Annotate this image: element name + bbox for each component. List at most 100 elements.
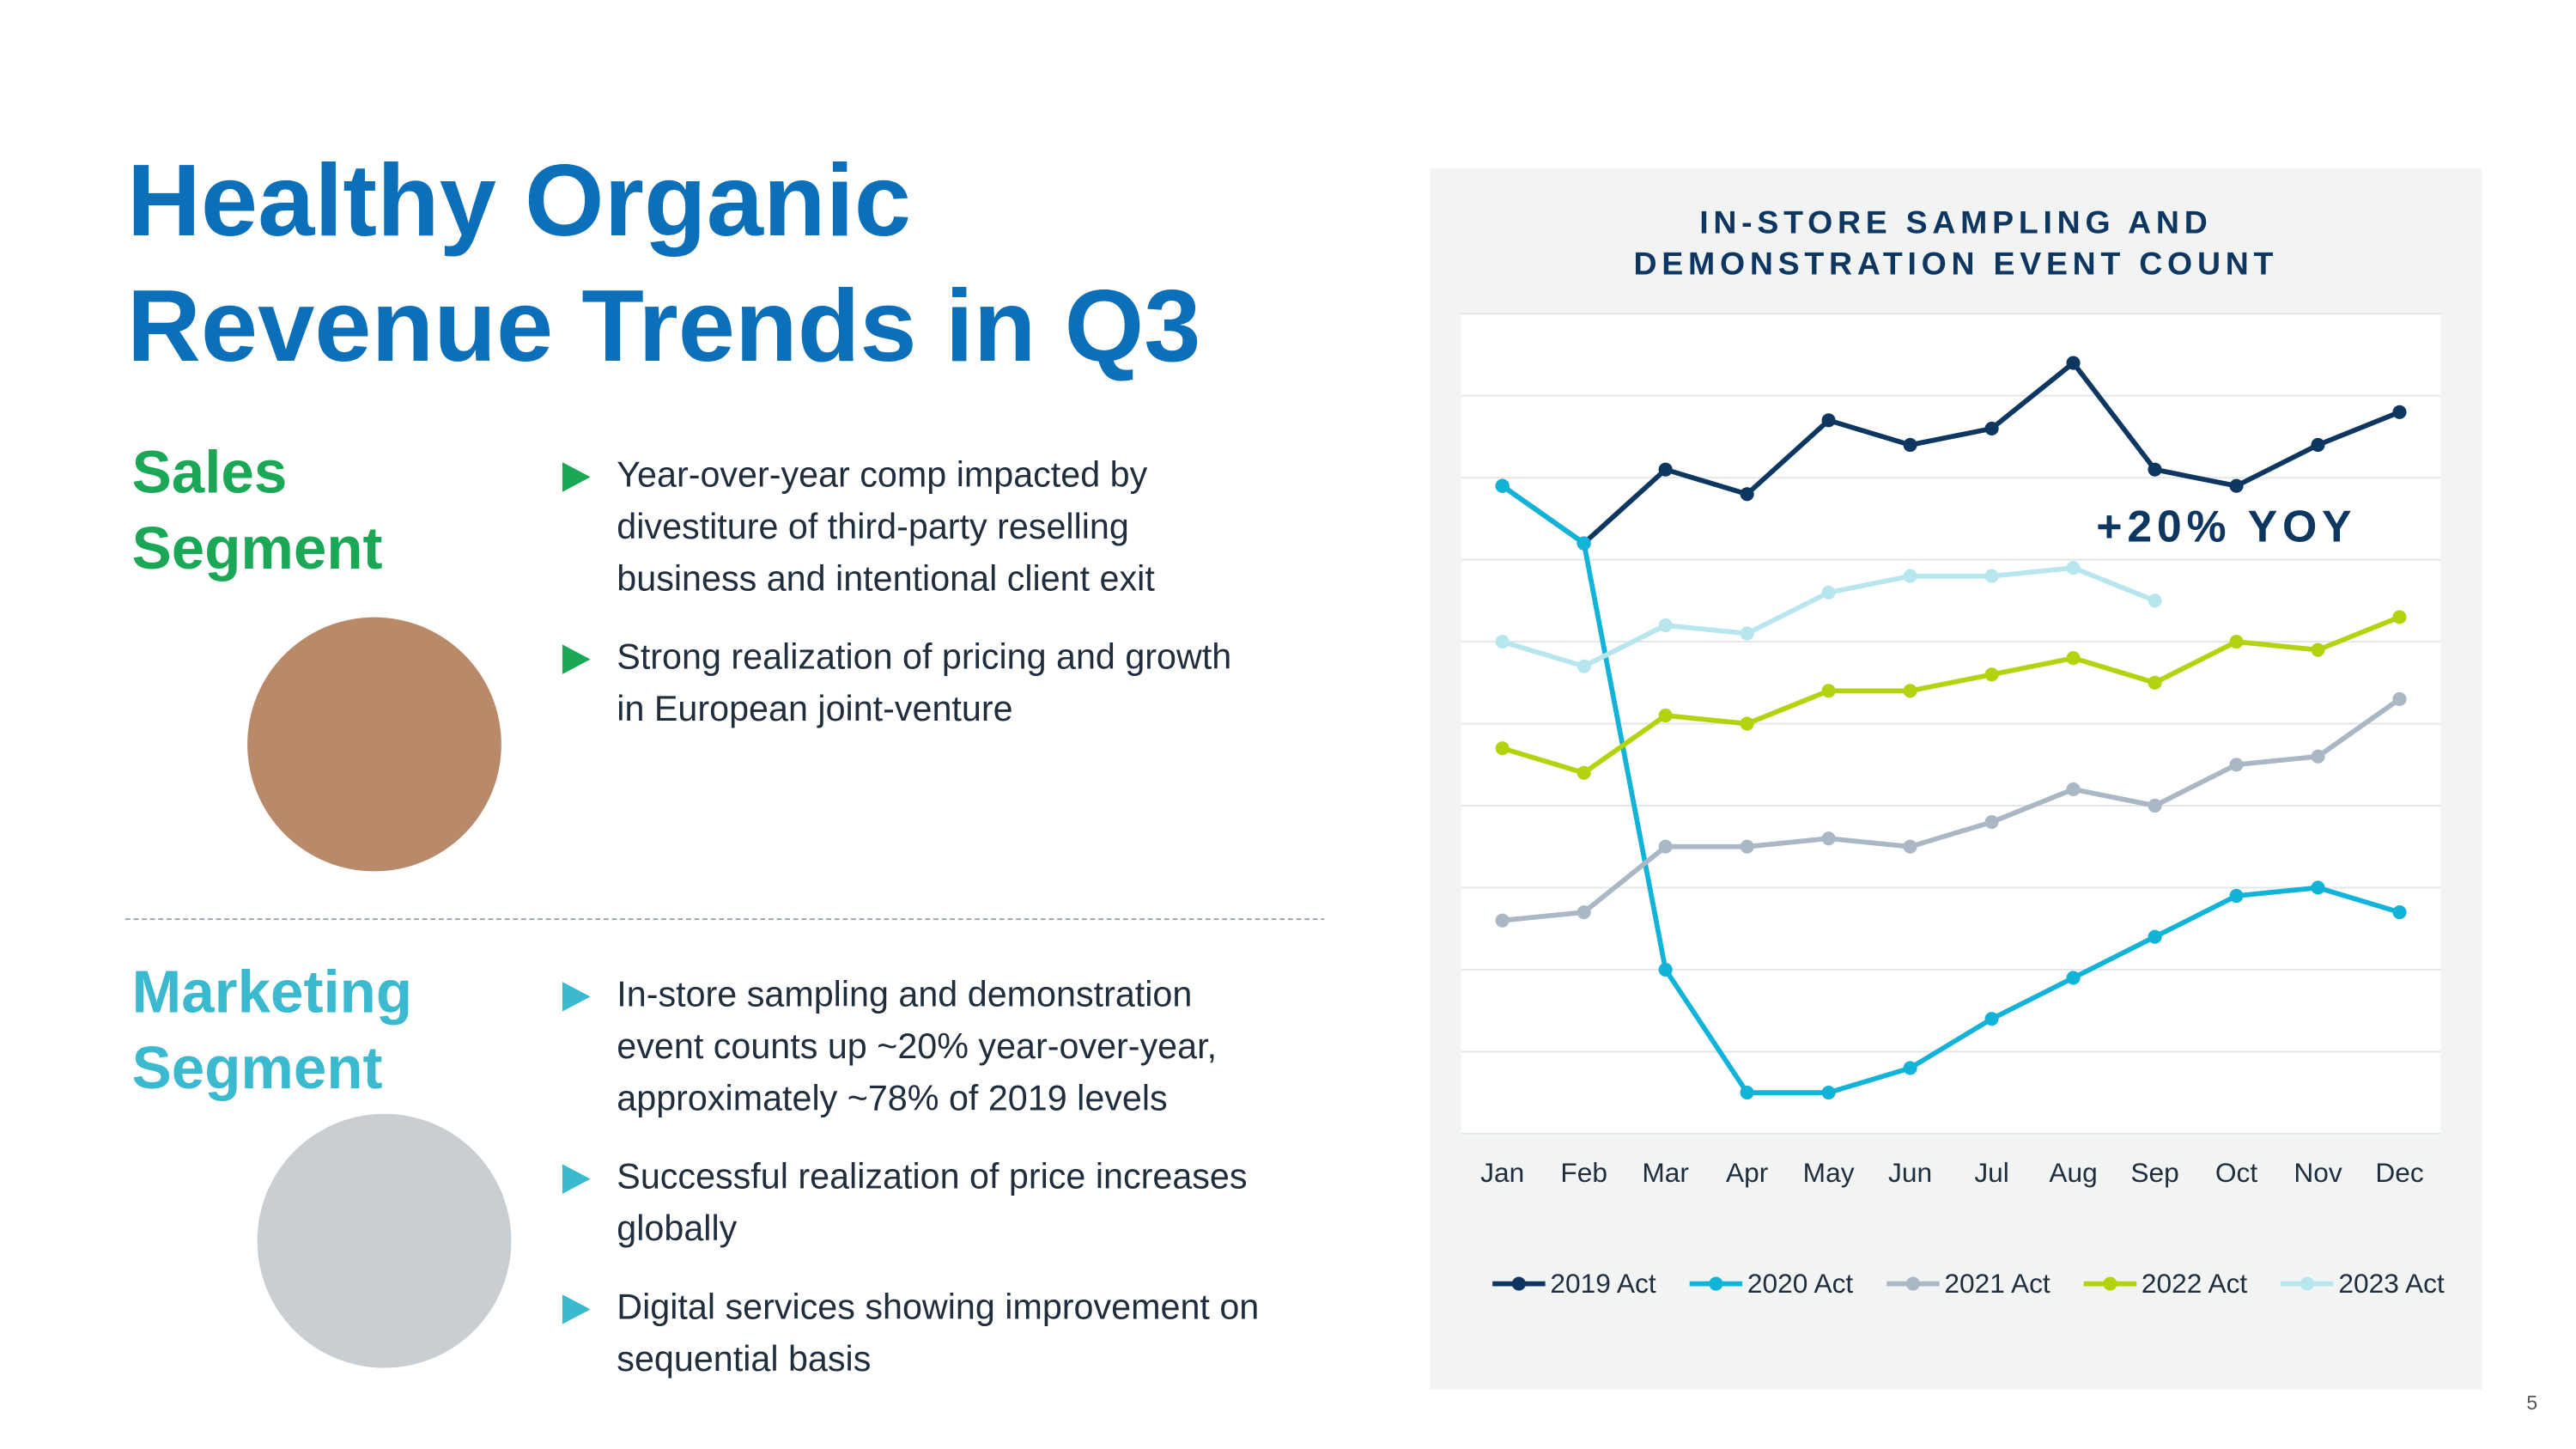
data-point — [1577, 765, 1591, 780]
data-point — [2229, 635, 2244, 649]
bullet-arrow — [562, 1294, 591, 1324]
series-line — [1502, 697, 2402, 923]
bullet-text: event counts up ~20% year-over-year, — [617, 1026, 1217, 1066]
x-tick-label: Jul — [1974, 1157, 2009, 1188]
legend-dot — [2103, 1276, 2117, 1291]
data-point — [1740, 716, 1754, 731]
data-point — [1903, 569, 1917, 583]
legend-label: 2020 Act — [1747, 1268, 1854, 1299]
legend-label: 2023 Act — [2338, 1268, 2445, 1299]
legend-dot — [1905, 1276, 1920, 1291]
legend-dot — [1511, 1276, 1526, 1291]
data-point — [2148, 594, 2162, 608]
legend-label: 2019 Act — [1550, 1268, 1656, 1299]
data-point — [1821, 585, 1836, 600]
data-point — [2392, 610, 2407, 624]
section-heading: Segment — [132, 1034, 383, 1101]
data-point — [1740, 626, 1754, 641]
x-tick-label: Jun — [1888, 1157, 1932, 1188]
data-point — [2392, 691, 2407, 706]
bullet-text: Year-over-year comp impacted by — [617, 454, 1147, 494]
data-point — [2229, 758, 2244, 772]
series-line — [1501, 484, 2401, 1095]
data-point — [1821, 1086, 1836, 1100]
bullet-text: approximately ~78% of 2019 levels — [617, 1078, 1167, 1117]
data-point — [1658, 462, 1673, 477]
section-heading: Marketing — [132, 959, 413, 1026]
data-point — [1740, 839, 1754, 854]
data-point — [1903, 684, 1917, 698]
legend-label: 2021 Act — [1944, 1268, 2050, 1299]
data-point — [2148, 462, 2162, 477]
page-number: 5 — [2526, 1391, 2537, 1414]
bullet-arrow — [562, 1164, 591, 1194]
data-point — [2148, 798, 2162, 813]
data-point — [1984, 815, 1999, 830]
photo-marketing — [257, 1113, 512, 1368]
data-point — [2392, 905, 2407, 920]
data-point — [2311, 749, 2325, 764]
series-line — [1501, 614, 2401, 776]
data-point — [1658, 708, 1673, 723]
bullet-text: globally — [617, 1209, 737, 1248]
data-point — [1495, 478, 1510, 493]
data-point — [2311, 437, 2325, 453]
data-point — [1495, 741, 1510, 756]
data-point — [2066, 651, 2081, 666]
bullet-text: divestiture of third-party reselling — [617, 507, 1129, 546]
annotation: +20% YOY — [2096, 502, 2356, 551]
data-point — [2229, 888, 2244, 904]
data-point — [2311, 642, 2325, 657]
x-tick-label: Dec — [2375, 1157, 2424, 1188]
data-point — [1658, 618, 1673, 633]
data-point — [2148, 675, 2162, 690]
photo-sales — [247, 617, 501, 872]
data-point — [1821, 831, 1836, 846]
data-point — [2066, 356, 2081, 370]
data-point — [1984, 421, 1999, 435]
section-heading: Sales — [132, 439, 288, 506]
legend-dot — [2300, 1276, 2315, 1291]
data-point — [1577, 905, 1591, 920]
data-point — [1740, 1086, 1754, 1100]
data-point — [1903, 437, 1917, 453]
slide-title: Healthy Organic — [127, 143, 911, 258]
bullet-text: sequential basis — [617, 1339, 871, 1379]
data-point — [1658, 839, 1673, 854]
data-point — [1984, 1012, 1999, 1026]
data-point — [2311, 880, 2325, 895]
x-tick-label: Mar — [1642, 1157, 1689, 1188]
bullet-text: business and intentional client exit — [617, 558, 1155, 598]
x-tick-label: Oct — [2215, 1157, 2257, 1188]
bullet-text: Successful realization of price increase… — [617, 1157, 1247, 1196]
data-point — [1658, 962, 1673, 977]
x-tick-label: Aug — [2049, 1157, 2097, 1188]
legend-dot — [1709, 1276, 1723, 1291]
legend-label: 2022 Act — [2142, 1268, 2248, 1299]
bullet-arrow — [562, 982, 591, 1012]
chart-title: DEMONSTRATION EVENT COUNT — [1634, 245, 2279, 281]
data-point — [1577, 536, 1591, 551]
bullet-arrow — [562, 644, 591, 674]
x-tick-label: Sep — [2130, 1157, 2178, 1188]
data-point — [1903, 839, 1917, 854]
data-point — [1903, 1061, 1917, 1075]
bullet-arrow — [562, 462, 591, 492]
x-tick-label: Nov — [2293, 1157, 2342, 1188]
section-heading: Segment — [132, 514, 383, 581]
chart-title: IN-STORE SAMPLING AND — [1699, 204, 2212, 240]
data-point — [2066, 561, 2081, 575]
data-point — [1495, 635, 1510, 649]
data-point — [1495, 913, 1510, 928]
data-point — [1740, 487, 1754, 502]
series-line — [1501, 360, 2401, 546]
data-point — [2148, 929, 2162, 944]
x-tick-label: Apr — [1726, 1157, 1769, 1188]
bullet-text: Strong realization of pricing and growth — [617, 637, 1231, 677]
slide-title: Revenue Trends in Q3 — [127, 269, 1201, 383]
x-tick-label: May — [1803, 1157, 1855, 1188]
bullet-text: Digital services showing improvement on — [617, 1287, 1259, 1326]
data-point — [2229, 478, 2244, 493]
data-point — [2066, 782, 2081, 796]
